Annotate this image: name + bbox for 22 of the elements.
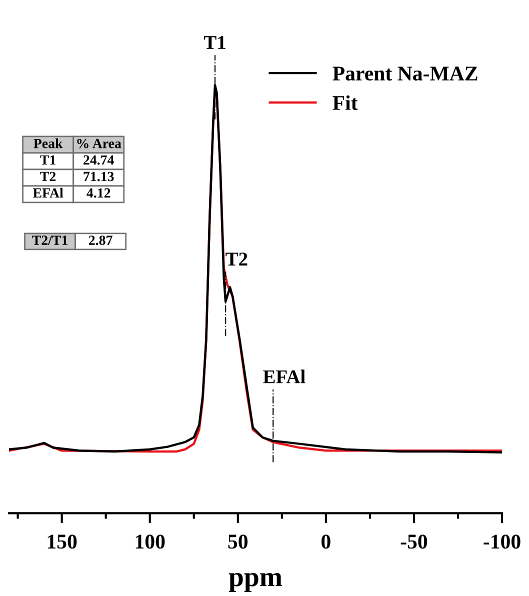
x-tick-label: 150 — [48, 534, 77, 549]
x-tick-label: -50 — [400, 534, 428, 549]
annotation: 4.12 — [86, 188, 110, 198]
legend-label: Fit — [332, 95, 358, 110]
annotation: 24.74 — [84, 155, 114, 165]
annotation: EFAl — [263, 370, 306, 384]
annotation: T2/T1 — [32, 236, 68, 245]
annotation: T2 — [40, 172, 56, 182]
annotation: % Area — [77, 138, 122, 148]
x-tick-label: 50 — [228, 534, 248, 549]
x-tick-label: -100 — [484, 534, 520, 549]
x-axis-title: ppm — [228, 572, 282, 592]
annotation: T1 — [204, 36, 226, 49]
annotation: 2.87 — [89, 236, 112, 246]
annotation: T2 — [226, 252, 248, 266]
annotation: EFAl — [32, 188, 64, 198]
x-tick-label: 100 — [136, 534, 165, 549]
annotation: 71.13 — [84, 172, 114, 182]
annotation: T1 — [40, 155, 56, 165]
legend-label: Parent Na-MAZ — [332, 66, 478, 81]
annotation: Peak — [34, 138, 63, 148]
x-tick-label: 0 — [322, 534, 330, 549]
